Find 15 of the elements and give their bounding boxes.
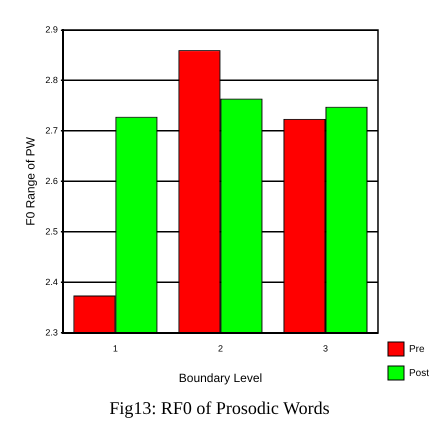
y-tick-label: 2.3 (45, 327, 58, 338)
x-tick-label: 1 (112, 344, 118, 354)
legend-label: Post (408, 368, 430, 379)
legend-label: Pre (408, 344, 425, 355)
caption: Fig13: RF0 of Prosodic Words (108, 398, 331, 419)
y-tick-label: 2.4 (45, 276, 58, 287)
x-axis-title: Boundary Level (178, 371, 262, 386)
x-tick-label: 2 (218, 344, 223, 354)
y-tick-label: 2.7 (45, 125, 58, 136)
y-tick-label: 2.9 (45, 24, 58, 34)
y-tick-label: 2.8 (45, 74, 58, 85)
y-tick-label: 2.5 (45, 226, 58, 236)
y-axis-title: F0 Range of PW (24, 136, 38, 226)
y-tick-label: 2.6 (45, 176, 58, 186)
x-tick-label: 3 (322, 344, 328, 354)
